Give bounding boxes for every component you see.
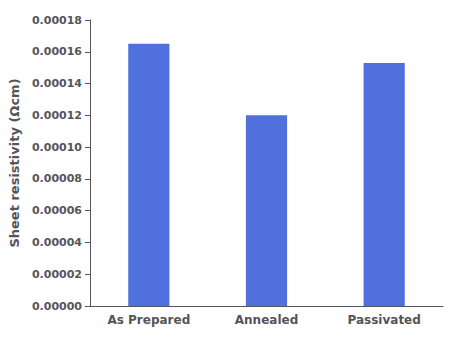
svg-text:0.00018: 0.00018 <box>32 14 82 27</box>
svg-text:Annealed: Annealed <box>235 313 298 327</box>
svg-text:0.00008: 0.00008 <box>32 172 82 185</box>
svg-text:0.00004: 0.00004 <box>32 236 82 249</box>
svg-text:0.00000: 0.00000 <box>32 300 82 313</box>
svg-text:0.00006: 0.00006 <box>32 204 82 217</box>
svg-text:0.00014: 0.00014 <box>32 77 82 90</box>
svg-text:0.00012: 0.00012 <box>32 109 82 122</box>
svg-text:Sheet resistivity (Ωcm): Sheet resistivity (Ωcm) <box>7 78 22 247</box>
svg-text:Passivated: Passivated <box>347 313 420 327</box>
svg-text:0.00002: 0.00002 <box>32 268 82 281</box>
svg-text:0.00010: 0.00010 <box>32 141 82 154</box>
svg-text:0.00016: 0.00016 <box>32 45 82 58</box>
svg-text:As Prepared: As Prepared <box>107 313 190 327</box>
